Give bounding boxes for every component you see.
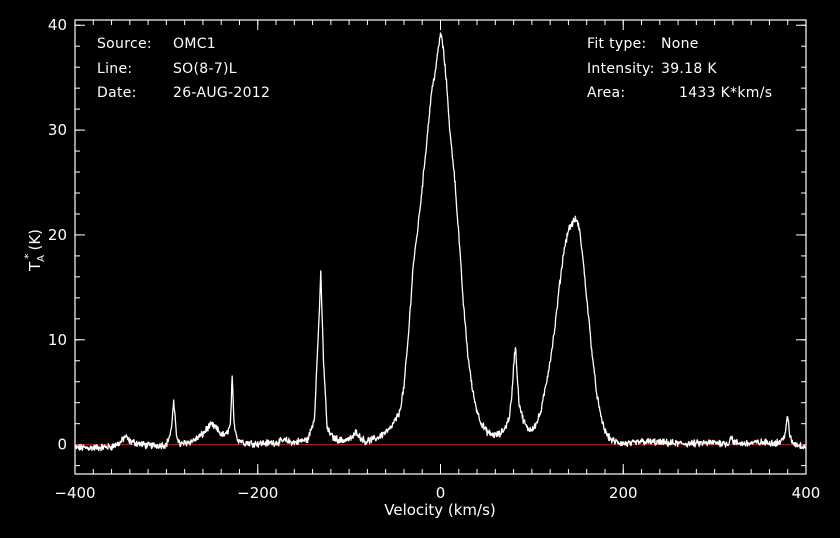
observation-info: Source: OMC1 Line: SO(8-7)L Date: 26-AUG…: [97, 32, 337, 106]
y-tick-label: 0: [57, 436, 67, 454]
y-axis-label-subscript: A: [36, 255, 47, 262]
y-axis-label: TA* (K): [22, 229, 47, 272]
line-row: Line: SO(8-7)L: [97, 57, 337, 82]
x-tick-labels: −400 −200 0 200 400: [54, 484, 820, 502]
source-value: OMC1: [173, 36, 216, 52]
fit-type-value: None: [661, 36, 699, 52]
spectrum-series-line: [74, 32, 807, 452]
intensity-value: 39.18 K: [661, 60, 717, 77]
fit-info: Fit type: None Intensity: 39.18 K Area: …: [587, 32, 802, 106]
area-label: Area:: [587, 85, 626, 101]
source-row: Source: OMC1: [97, 32, 337, 57]
minor-ticks: [74, 20, 807, 474]
y-axis-label-superscript: *: [22, 253, 35, 259]
y-tick-label: 40: [48, 16, 67, 34]
intensity-label: Intensity:: [587, 60, 655, 77]
fit-type-label: Fit type:: [587, 36, 647, 52]
source-label: Source:: [97, 36, 152, 52]
x-tick-label: 400: [792, 484, 821, 502]
y-tick-label: 20: [48, 226, 67, 244]
line-label: Line:: [97, 60, 133, 77]
x-axis-label: Velocity (km/s): [384, 501, 495, 519]
y-tick-labels: 0 10 20 30 40: [48, 16, 67, 453]
x-tick-label: −400: [54, 484, 95, 502]
x-tick-label: −200: [237, 484, 278, 502]
fit-type-row: Fit type: None: [587, 32, 802, 57]
area-row: Area: 1433 K*km/s: [587, 81, 802, 106]
line-value: SO(8-7)L: [173, 60, 237, 77]
area-value: 1433 K*km/s: [679, 85, 773, 101]
y-tick-label: 10: [48, 331, 67, 349]
date-label: Date:: [97, 85, 137, 101]
plot-frame: [74, 19, 807, 475]
intensity-row: Intensity: 39.18 K: [587, 57, 802, 82]
x-tick-label: 0: [436, 484, 446, 502]
svg-text:TA*(K): TA* (K): [22, 229, 47, 272]
x-tick-label: 200: [609, 484, 638, 502]
date-value: 26-AUG-2012: [173, 85, 271, 101]
y-axis-label-unit: (K): [26, 229, 44, 251]
date-row: Date: 26-AUG-2012: [97, 81, 337, 106]
y-axis-label-main: T: [26, 261, 44, 272]
y-tick-label: 30: [48, 121, 67, 139]
